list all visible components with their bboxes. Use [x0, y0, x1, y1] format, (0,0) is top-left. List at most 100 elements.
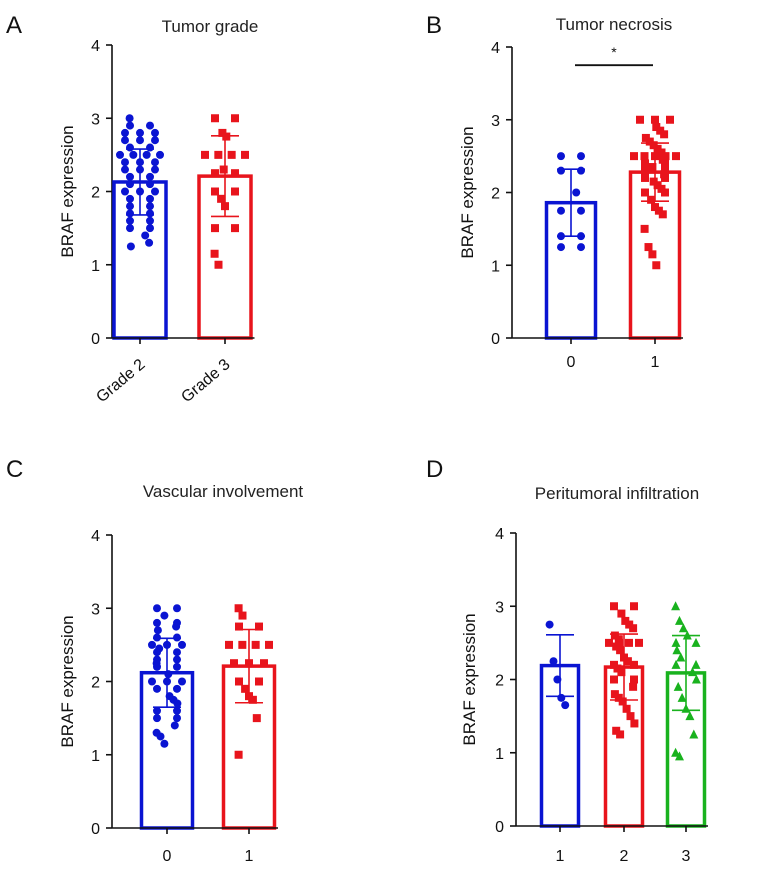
- data-point: [577, 206, 585, 215]
- data-point: [151, 128, 159, 137]
- data-point: [640, 224, 649, 233]
- data-point: [688, 667, 697, 677]
- data-point: [641, 188, 649, 197]
- data-point: [689, 729, 699, 739]
- data-point: [164, 670, 173, 679]
- data-point: [235, 622, 243, 631]
- data-point: [677, 692, 687, 702]
- panel-d: D Peritumoral infiltration BRAF expression…: [426, 456, 708, 865]
- data-point: [636, 115, 644, 124]
- data-point: [126, 121, 134, 130]
- data-point: [211, 224, 219, 233]
- data-point: [572, 188, 581, 197]
- data-point: [685, 711, 695, 721]
- data-point: [625, 638, 633, 647]
- chart-title: Peritumoral infiltration: [535, 484, 699, 503]
- x-tick-label: 3: [682, 848, 691, 865]
- data-point: [691, 674, 701, 684]
- data-point: [630, 675, 638, 684]
- y-axis-label: BRAF expression: [460, 613, 479, 745]
- data-point: [675, 751, 684, 761]
- data-point: [641, 166, 649, 175]
- data-point: [617, 668, 626, 677]
- data-point: [126, 216, 134, 225]
- chart-title: Tumor necrosis: [556, 15, 673, 34]
- data-point: [238, 611, 247, 620]
- data-point: [153, 626, 162, 635]
- data-point: [121, 158, 129, 167]
- y-tick-label: 2: [91, 185, 100, 202]
- data-point: [211, 169, 219, 178]
- data-point: [252, 714, 261, 723]
- panel-a: A Tumor grade BRAF expression 0 1 2 3 4 Grade 2 G…: [6, 12, 258, 406]
- data-point: [153, 648, 161, 657]
- data-point: [153, 662, 161, 671]
- data-point: [225, 640, 233, 649]
- data-point: [121, 187, 129, 196]
- data-point: [238, 640, 247, 649]
- data-point: [255, 622, 263, 631]
- data-point: [658, 210, 667, 219]
- panel-b: B Tumor necrosis BRAF expression 0 1 2 3 4 0 1 *: [426, 12, 683, 371]
- x-tick-label: 1: [651, 354, 660, 371]
- data-point: [641, 159, 649, 168]
- data-point: [651, 115, 659, 124]
- data-point: [678, 623, 688, 633]
- data-point: [616, 646, 625, 655]
- x-tick-label: 0: [163, 848, 172, 865]
- data-point: [629, 624, 638, 633]
- data-point: [241, 684, 250, 693]
- data-point: [235, 677, 243, 686]
- data-point: [647, 195, 656, 204]
- data-point: [545, 620, 554, 629]
- y-tick-label: 2: [491, 186, 500, 203]
- x-tick-label: 1: [245, 848, 254, 865]
- data-point: [141, 231, 150, 240]
- y-axis-label: BRAF expression: [58, 125, 77, 257]
- data-point: [641, 173, 649, 182]
- data-point: [691, 659, 701, 669]
- data-point: [172, 622, 181, 631]
- data-point: [630, 719, 639, 728]
- data-point: [160, 739, 169, 748]
- data-point: [126, 224, 134, 233]
- panel-letter: C: [6, 456, 23, 483]
- data-point: [234, 604, 243, 613]
- data-point: [676, 652, 686, 662]
- y-tick-label: 0: [91, 331, 100, 348]
- data-point: [217, 194, 226, 203]
- data-point: [146, 121, 154, 130]
- panel-c: C Vascular involvement BRAF expression 0 1 2 3…: [6, 456, 303, 865]
- data-point: [234, 750, 243, 759]
- data-point: [126, 172, 134, 181]
- data-point: [610, 602, 618, 611]
- data-point: [129, 150, 138, 159]
- data-point: [211, 187, 219, 196]
- y-tick-label: 4: [91, 528, 100, 545]
- data-point: [156, 732, 165, 741]
- y-tick-label: 2: [91, 675, 100, 692]
- data-point: [151, 136, 159, 145]
- data-point: [672, 645, 682, 655]
- data-point: [219, 165, 228, 174]
- data-point: [260, 659, 268, 668]
- data-point: [672, 152, 680, 161]
- data-point: [671, 601, 681, 611]
- x-tick-label: 1: [556, 848, 565, 865]
- panel-letter: A: [6, 12, 22, 39]
- data-point: [635, 638, 643, 647]
- data-point: [151, 165, 159, 174]
- y-tick-label: 1: [91, 258, 100, 275]
- data-point: [136, 136, 144, 145]
- y-axis-label: BRAF expression: [58, 615, 77, 747]
- data-point: [227, 150, 236, 159]
- data-point: [145, 238, 154, 247]
- x-tick-label: Grade 2: [93, 356, 148, 406]
- y-tick-label: 4: [91, 38, 100, 55]
- y-tick-label: 0: [91, 821, 100, 838]
- significance-marker: *: [611, 44, 617, 60]
- data-point: [160, 611, 169, 620]
- data-point: [151, 187, 159, 196]
- data-point: [666, 115, 674, 124]
